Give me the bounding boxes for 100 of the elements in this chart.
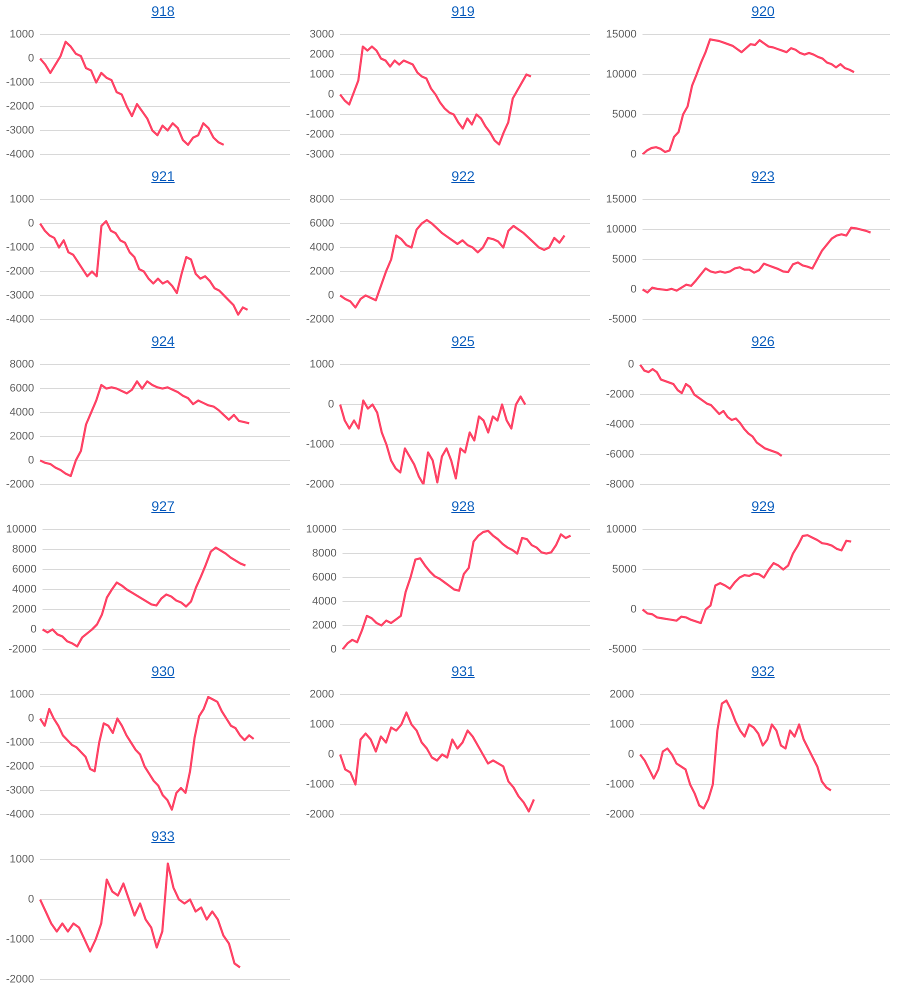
y-tick-label: 0 [328, 289, 334, 302]
y-tick-label: 1000 [10, 688, 34, 701]
y-tick-label: -4000 [606, 418, 634, 431]
y-tick-label: 10000 [6, 524, 37, 536]
y-tick-label: 0 [330, 643, 337, 656]
y-tick-label: -2000 [306, 128, 334, 140]
y-tick-label: 2000 [312, 619, 337, 632]
y-tick-label: -1000 [606, 778, 634, 790]
y-tick-label: -2000 [6, 100, 34, 113]
y-tick-label: 1000 [310, 718, 334, 731]
y-tick-label: -8000 [606, 478, 634, 490]
y-tick-label: 10000 [606, 68, 637, 81]
y-tick-label: 2000 [10, 430, 34, 443]
y-tick-label: 10000 [606, 524, 637, 536]
y-tick-label: 0 [328, 88, 334, 101]
y-tick-label: -6000 [606, 448, 634, 460]
y-tick-label: 4000 [10, 406, 34, 419]
y-tick-label: 8000 [312, 548, 337, 560]
chart-title: 921 [150, 167, 176, 185]
y-tick-label: -2000 [6, 266, 34, 278]
y-tick-label: 2000 [310, 688, 334, 701]
y-tick-label: 4000 [310, 242, 334, 254]
y-tick-label: 6000 [12, 564, 37, 576]
y-tick-label: 0 [28, 454, 34, 466]
y-tick-label: 5000 [612, 564, 637, 576]
y-tick-label: 0 [328, 398, 334, 411]
y-tick-label: 10000 [306, 524, 337, 536]
y-tick-label: 0 [630, 148, 637, 160]
y-tick-label: -2000 [6, 478, 34, 490]
y-tick-label: 6000 [10, 382, 34, 395]
y-tick-label: 8000 [12, 544, 37, 556]
chart-title: 920 [750, 2, 776, 20]
chart-title: 928 [450, 497, 476, 515]
chart-title: 925 [450, 332, 476, 350]
y-tick-label: -2000 [306, 808, 334, 820]
chart-title: 929 [750, 497, 776, 515]
y-tick-label: 5000 [612, 254, 637, 266]
y-tick-label: -3000 [6, 124, 34, 136]
y-tick-label: -2000 [6, 973, 34, 986]
y-tick-label: 0 [28, 894, 34, 906]
y-tick-label: -1000 [306, 778, 334, 790]
chart-title: 918 [150, 2, 176, 20]
y-tick-label: 4000 [312, 596, 337, 608]
chart-title: 927 [150, 497, 176, 515]
y-tick-label: 6000 [310, 218, 334, 230]
chart-title: 923 [750, 167, 776, 185]
y-tick-label: 0 [328, 748, 334, 761]
y-tick-label: 1000 [10, 854, 34, 866]
y-tick-label: -2000 [6, 760, 34, 773]
y-tick-label: 1000 [10, 194, 34, 206]
y-tick-label: 1000 [610, 718, 634, 731]
y-tick-label: -5000 [608, 313, 637, 326]
chart-title: 926 [750, 332, 776, 350]
y-tick-label: -3000 [6, 289, 34, 302]
y-tick-label: -4000 [6, 148, 34, 160]
y-tick-label: -1000 [306, 438, 334, 450]
y-tick-label: 8000 [310, 194, 334, 206]
y-tick-label: -1000 [306, 108, 334, 120]
y-tick-label: -2000 [8, 643, 37, 656]
y-tick-label: -5000 [608, 643, 637, 656]
y-tick-label: 2000 [610, 688, 634, 701]
chart-title: 919 [450, 2, 476, 20]
chart-title: 933 [150, 827, 176, 845]
y-tick-label: 2000 [310, 48, 334, 61]
y-tick-label: 10000 [606, 224, 637, 236]
y-tick-label: -1000 [6, 242, 34, 254]
y-tick-label: -2000 [606, 388, 634, 401]
y-tick-label: 0 [30, 623, 37, 636]
chart-title: 932 [750, 662, 776, 680]
y-tick-label: -1000 [6, 934, 34, 946]
y-tick-label: -4000 [6, 313, 34, 326]
y-tick-label: 0 [628, 358, 634, 371]
y-tick-label: 15000 [606, 194, 637, 206]
y-tick-label: 1000 [310, 358, 334, 371]
y-tick-label: 2000 [12, 604, 37, 616]
y-tick-label: 4000 [12, 584, 37, 596]
y-tick-label: 2000 [310, 266, 334, 278]
y-tick-label: 5000 [612, 108, 637, 120]
y-tick-label: 0 [628, 748, 634, 761]
y-tick-label: 3000 [310, 28, 334, 41]
y-tick-label: 0 [28, 52, 34, 65]
y-tick-label: 6000 [312, 572, 337, 584]
chart-title: 931 [450, 662, 476, 680]
y-tick-label: -2000 [306, 313, 334, 326]
y-tick-label: 0 [630, 604, 637, 616]
y-tick-label: -1000 [6, 736, 34, 749]
y-tick-label: 1000 [10, 28, 34, 41]
y-tick-label: 0 [28, 712, 34, 725]
chart-title: 922 [450, 167, 476, 185]
y-tick-label: -4000 [6, 808, 34, 820]
y-tick-label: -3000 [306, 148, 334, 160]
y-tick-label: 1000 [310, 68, 334, 81]
y-tick-label: 8000 [10, 358, 34, 371]
y-tick-label: -1000 [6, 76, 34, 89]
y-tick-label: -2000 [306, 478, 334, 490]
chart-title: 930 [150, 662, 176, 680]
chart-title: 924 [150, 332, 176, 350]
y-tick-label: -2000 [606, 808, 634, 820]
y-tick-label: 15000 [606, 28, 637, 41]
y-tick-label: 0 [28, 218, 34, 230]
